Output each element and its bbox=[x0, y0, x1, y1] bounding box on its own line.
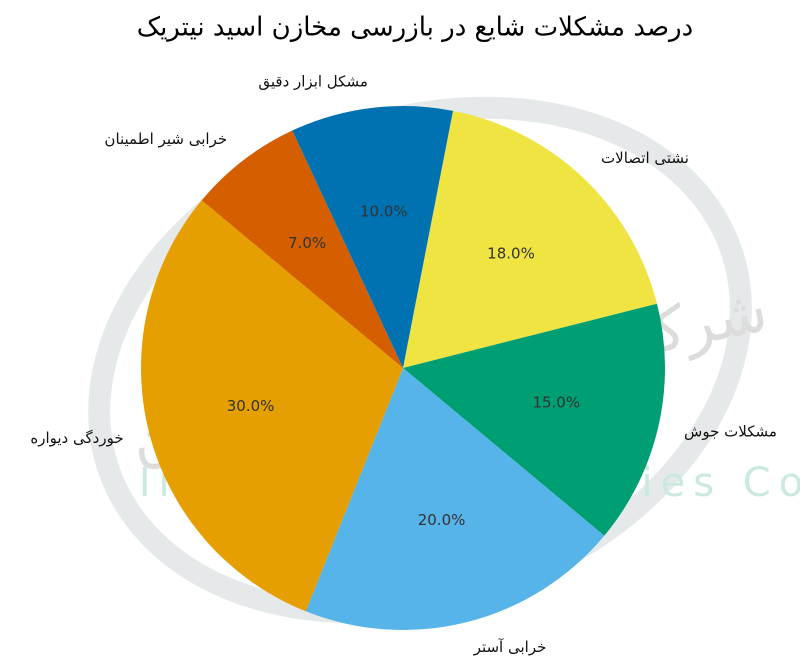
slice-label: خرابی شیر اطمینان bbox=[104, 130, 227, 148]
value-label: 30.0% bbox=[227, 397, 275, 415]
value-label: 7.0% bbox=[288, 234, 326, 252]
value-label: 18.0% bbox=[487, 244, 535, 262]
value-label: 20.0% bbox=[418, 511, 466, 529]
slice-label: خرابی آستر bbox=[473, 638, 547, 656]
slice-label: مشکلات جوش bbox=[684, 422, 777, 440]
pie-slice bbox=[292, 106, 453, 368]
pie-slice bbox=[403, 110, 657, 369]
pie-slice bbox=[305, 368, 605, 631]
pie-slice bbox=[140, 200, 403, 612]
value-label: 15.0% bbox=[532, 393, 580, 411]
chart-title: درصد مشکلات شایع در بازرسی مخازن اسید نی… bbox=[137, 13, 693, 43]
pie bbox=[140, 106, 666, 631]
pie-slice bbox=[201, 130, 403, 368]
value-label: 10.0% bbox=[360, 202, 408, 220]
slice-label: نشتی اتصالات bbox=[601, 149, 689, 167]
slice-label: مشکل ابزار دقیق bbox=[258, 72, 368, 90]
slice-label: خوردگی دیواره bbox=[30, 429, 123, 447]
pie-slice bbox=[403, 303, 666, 536]
